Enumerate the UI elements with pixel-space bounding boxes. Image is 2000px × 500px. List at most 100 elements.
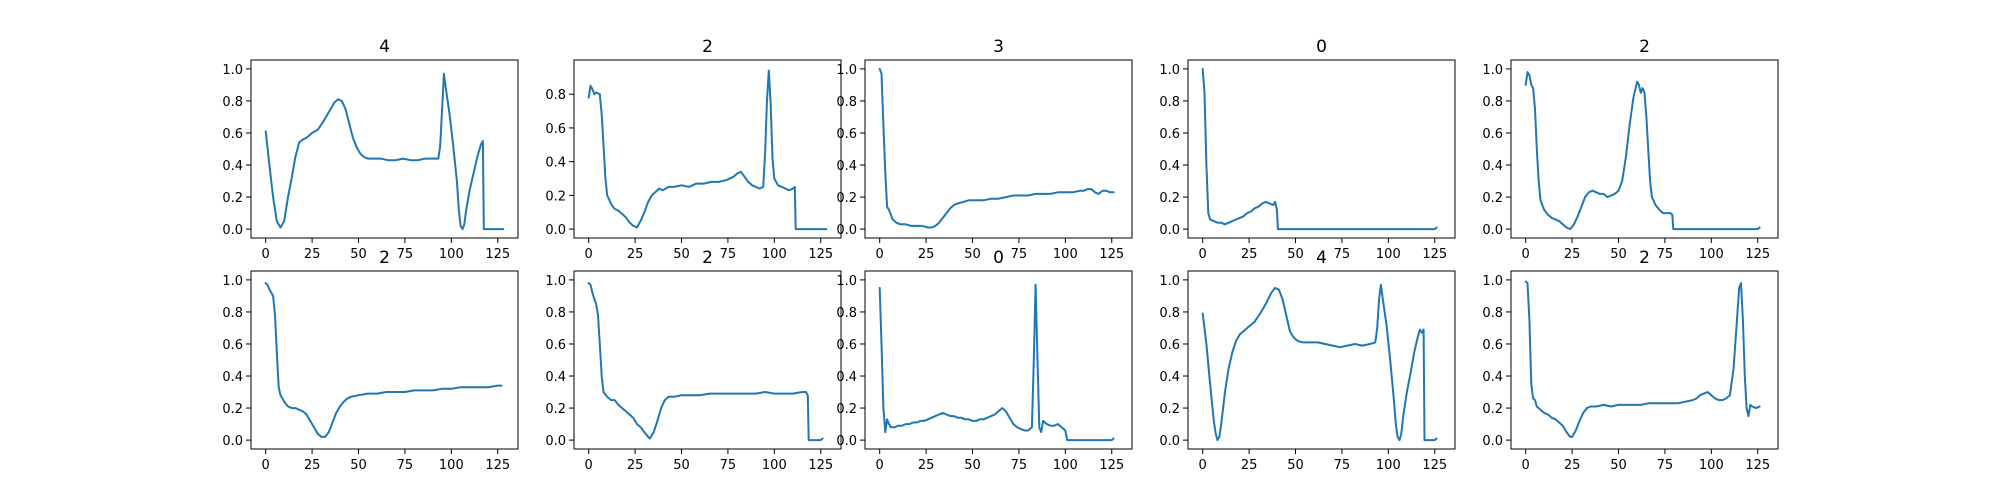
x-tick-label: 50 xyxy=(964,458,981,473)
x-tick-label: 25 xyxy=(918,458,935,473)
x-tick-label: 100 xyxy=(1699,247,1724,262)
x-tick-label: 25 xyxy=(1241,458,1258,473)
x-tick-label: 100 xyxy=(1053,458,1078,473)
y-tick-label: 0.6 xyxy=(1159,127,1180,142)
axes-frame xyxy=(250,59,519,239)
x-tick-label: 125 xyxy=(1099,458,1124,473)
x-tick-label: 75 xyxy=(397,458,414,473)
y-tick-label: 0.4 xyxy=(836,370,857,385)
axes-frame xyxy=(573,270,842,450)
y-tick-label: 0.6 xyxy=(836,338,857,353)
x-tick-label: 25 xyxy=(304,247,321,262)
x-tick-label: 100 xyxy=(1053,247,1078,262)
y-tick-label: 1.0 xyxy=(545,274,566,289)
subplot-1: 4 0 25 50 75 100 125 0.0 0.2 0.4 0.6 0.8 1.0 xyxy=(222,37,519,262)
y-tick-label: 0.8 xyxy=(1482,95,1503,110)
y-tick-label: 0.6 xyxy=(1159,338,1180,353)
x-tick-label: 75 xyxy=(1011,458,1028,473)
subplot-title: 0 xyxy=(993,248,1004,268)
x-tick-label: 0 xyxy=(262,247,270,262)
subplot-title: 4 xyxy=(379,37,390,57)
y-tick-label: 0.6 xyxy=(545,338,566,353)
y-tick-label: 0.2 xyxy=(1482,191,1503,206)
x-tick-label: 0 xyxy=(585,247,593,262)
y-tick-label: 0.8 xyxy=(836,306,857,321)
y-tick-label: 1.0 xyxy=(1159,274,1180,289)
x-tick-label: 25 xyxy=(627,458,644,473)
series-line xyxy=(1201,67,1438,231)
y-tick-label: 1.0 xyxy=(836,274,857,289)
y-tick-label: 0.2 xyxy=(545,402,566,417)
x-tick-label: 50 xyxy=(1287,247,1304,262)
x-tick-label: 125 xyxy=(808,247,833,262)
x-tick-label: 125 xyxy=(1099,247,1124,262)
x-tick-label: 50 xyxy=(673,247,690,262)
x-tick-label: 125 xyxy=(485,247,510,262)
x-tick-label: 0 xyxy=(876,458,884,473)
x-tick-label: 125 xyxy=(485,458,510,473)
y-tick-label: 0.6 xyxy=(545,122,566,137)
subplot-title: 2 xyxy=(702,248,713,268)
x-tick-label: 0 xyxy=(876,247,884,262)
y-tick-label: 0.2 xyxy=(222,191,243,206)
x-tick-label: 75 xyxy=(720,458,737,473)
series-line xyxy=(587,69,828,231)
y-tick-label: 0.0 xyxy=(545,223,566,238)
y-tick-label: 0.8 xyxy=(222,306,243,321)
x-tick-label: 50 xyxy=(1610,247,1627,262)
x-tick-label: 0 xyxy=(1199,247,1207,262)
y-tick-label: 0.8 xyxy=(545,306,566,321)
axes-frame xyxy=(1510,270,1779,450)
y-tick-label: 0.4 xyxy=(222,159,243,174)
subplot-9: 4 0 25 50 75 100 125 0.0 0.2 0.4 0.6 0.8 1.0 xyxy=(1159,248,1456,473)
y-tick-label: 0.2 xyxy=(222,402,243,417)
y-tick-label: 0.0 xyxy=(1159,223,1180,238)
x-tick-label: 25 xyxy=(1564,458,1581,473)
x-tick-label: 75 xyxy=(397,247,414,262)
y-tick-label: 0.6 xyxy=(1482,338,1503,353)
y-tick-label: 0.6 xyxy=(222,338,243,353)
subplot-title: 2 xyxy=(1639,248,1650,268)
x-tick-label: 50 xyxy=(1287,458,1304,473)
subplot-7: 2 0 25 50 75 100 125 0.0 0.2 0.4 0.6 0.8 1.0 xyxy=(545,248,842,473)
y-tick-label: 0.6 xyxy=(836,127,857,142)
series-line xyxy=(878,67,1115,229)
subplot-5: 2 0 25 50 75 100 125 0.0 0.2 0.4 0.6 0.8 1.0 xyxy=(1482,37,1779,262)
x-tick-label: 75 xyxy=(1657,458,1674,473)
y-tick-label: 0.0 xyxy=(222,434,243,449)
axes-frame xyxy=(573,59,842,239)
x-tick-label: 50 xyxy=(964,247,981,262)
x-tick-label: 100 xyxy=(1376,458,1401,473)
y-tick-label: 0.0 xyxy=(836,223,857,238)
x-tick-label: 0 xyxy=(1522,458,1530,473)
y-tick-label: 0.0 xyxy=(1159,434,1180,449)
subplot-8: 0 0 25 50 75 100 125 0.0 0.2 0.4 0.6 0.8 1.0 xyxy=(836,248,1133,473)
x-tick-label: 25 xyxy=(918,247,935,262)
axes-frame xyxy=(1510,59,1779,239)
subplot-title: 2 xyxy=(379,248,390,268)
x-tick-label: 50 xyxy=(1610,458,1627,473)
series-line xyxy=(264,282,503,438)
y-tick-label: 0.2 xyxy=(836,402,857,417)
axes-frame xyxy=(1187,59,1456,239)
x-tick-label: 50 xyxy=(350,458,367,473)
y-tick-label: 1.0 xyxy=(1482,63,1503,78)
x-tick-label: 0 xyxy=(585,458,593,473)
y-tick-label: 0.4 xyxy=(1482,370,1503,385)
x-tick-label: 125 xyxy=(1422,247,1447,262)
y-tick-label: 1.0 xyxy=(1159,63,1180,78)
x-tick-label: 125 xyxy=(1745,458,1770,473)
y-tick-label: 0.4 xyxy=(1159,370,1180,385)
y-tick-label: 0.2 xyxy=(545,189,566,204)
y-tick-label: 0.0 xyxy=(836,434,857,449)
y-tick-label: 0.2 xyxy=(836,191,857,206)
y-tick-label: 1.0 xyxy=(1482,274,1503,289)
x-tick-label: 75 xyxy=(1334,247,1351,262)
subplot-4: 0 0 25 50 75 100 125 0.0 0.2 0.4 0.6 0.8 1.0 xyxy=(1159,37,1456,262)
y-tick-label: 0.4 xyxy=(1482,159,1503,174)
x-tick-label: 75 xyxy=(1011,247,1028,262)
x-tick-label: 125 xyxy=(1422,458,1447,473)
subplot-10: 2 0 25 50 75 100 125 0.0 0.2 0.4 0.6 0.8 1.0 xyxy=(1482,248,1779,473)
y-tick-label: 0.0 xyxy=(545,434,566,449)
